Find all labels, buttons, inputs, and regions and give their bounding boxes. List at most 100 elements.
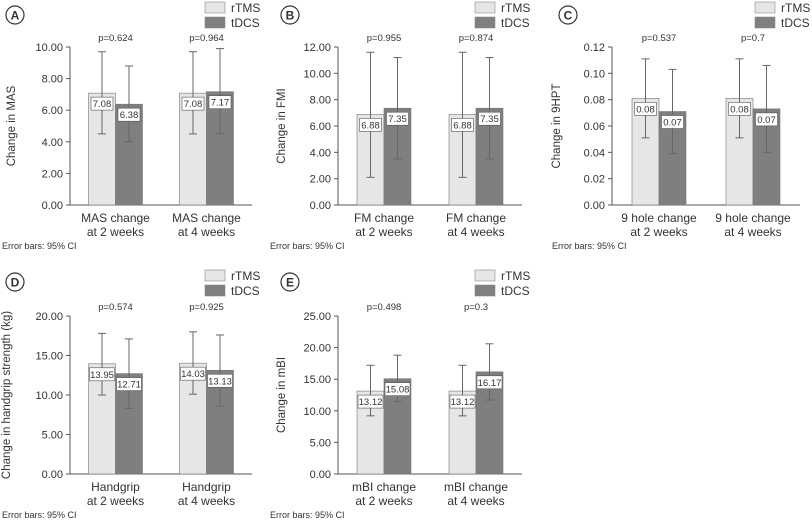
x-category-label: mBI change	[352, 480, 416, 494]
data-label-tdcs-2: 0.07	[757, 115, 776, 126]
y-tick-label: 0.00	[310, 469, 331, 481]
y-tick-label: 8.00	[310, 95, 331, 107]
data-label-box	[451, 118, 474, 132]
x-category-label: at 4 weeks	[447, 494, 504, 508]
y-tick-label: 10.00	[35, 42, 63, 54]
y-tick-label: 0.08	[584, 95, 605, 107]
y-tick-label: 8.00	[42, 74, 63, 86]
data-label-tdcs-2: 13.13	[208, 376, 232, 387]
p-value-2: p=0.3	[464, 302, 488, 313]
x-category-label: MAS change	[172, 211, 241, 225]
data-label-tdcs-1: 6.38	[120, 110, 139, 121]
data-label-box	[359, 118, 382, 132]
y-tick-label: 15.00	[303, 374, 331, 386]
data-label-box	[384, 382, 411, 396]
legend-swatch-rtms	[474, 1, 496, 14]
y-tick-label: 0.00	[42, 200, 63, 212]
data-label-tdcs-2: 7.35	[480, 114, 499, 125]
legend-label-tdcs: tDCS	[501, 16, 530, 30]
y-tick-label: 15.00	[35, 351, 63, 363]
legend-label-tdcs: tDCS	[781, 16, 810, 30]
y-tick-label: 0.00	[310, 200, 331, 212]
y-tick-label: 4.00	[42, 137, 63, 149]
panel-badge-circle	[280, 272, 300, 292]
x-category-label: at 4 weeks	[178, 494, 235, 508]
y-tick-label: 6.00	[310, 121, 331, 133]
data-label-rtms-1: 13.95	[90, 370, 114, 381]
panel-label: B	[286, 9, 295, 23]
data-label-box	[116, 377, 142, 391]
panel-badge-circle	[558, 5, 578, 25]
x-category-label: at 4 weeks	[178, 225, 235, 239]
y-tick-label: 0.02	[584, 174, 605, 186]
y-axis-title: Change in MAS	[6, 85, 18, 166]
data-label-box	[449, 394, 476, 409]
data-label-rtms-2: 7.08	[184, 99, 203, 110]
y-tick-label: 2.00	[42, 168, 63, 180]
y-axis-title: Change in FMI	[276, 88, 288, 163]
data-label-box	[357, 394, 384, 409]
panel-label: E	[286, 276, 294, 290]
panel-label: C	[564, 9, 573, 23]
data-label-tdcs-1: 7.35	[388, 114, 407, 125]
legend-swatch-tdcs	[204, 16, 226, 29]
y-tick-label: 5.00	[310, 437, 331, 449]
data-label-box	[728, 102, 751, 116]
y-tick-label: 12.00	[303, 42, 331, 54]
p-value-1: p=0.498	[367, 302, 402, 313]
y-tick-label: 0.06	[584, 121, 605, 133]
error-bar-note: Error bars: 95% CI	[2, 510, 77, 520]
legend-swatch-rtms	[474, 269, 496, 282]
legend-swatch-rtms	[204, 1, 226, 14]
data-label-rtms-1: 6.88	[361, 120, 380, 131]
x-category-label: 9 hole change	[715, 211, 791, 225]
y-tick-label: 10.00	[35, 390, 63, 402]
x-category-label: at 4 weeks	[447, 225, 504, 239]
x-category-label: FM change	[354, 211, 414, 225]
data-label-tdcs-2: 16.17	[478, 378, 502, 389]
x-category-label: 9 hole change	[621, 211, 697, 225]
y-tick-label: 0.12	[584, 42, 605, 54]
data-label-rtms-1: 7.08	[93, 99, 112, 110]
legend-swatch-rtms	[204, 269, 226, 282]
data-label-rtms-2: 6.88	[453, 120, 472, 131]
data-label-box	[117, 107, 141, 122]
y-tick-label: 4.00	[310, 147, 331, 159]
x-category-label: at 2 weeks	[87, 494, 144, 508]
y-tick-label: 20.00	[303, 343, 331, 355]
p-value-2: p=0.925	[189, 302, 224, 313]
legend-label-rtms: rTMS	[231, 269, 260, 283]
error-bar-note: Error bars: 95% CI	[552, 241, 627, 251]
y-tick-label: 10.00	[303, 68, 331, 80]
data-label-box	[89, 367, 115, 382]
p-value-1: p=0.624	[98, 33, 133, 44]
legend-label-tdcs: tDCS	[231, 284, 260, 298]
x-category-label: at 2 weeks	[355, 494, 412, 508]
data-label-rtms-2: 0.08	[730, 104, 749, 115]
data-label-box	[478, 111, 501, 126]
x-category-label: mBI change	[444, 480, 508, 494]
p-value-2: p=0.964	[189, 33, 224, 44]
error-bar-note: Error bars: 95% CI	[2, 241, 77, 251]
legend-swatch-tdcs	[204, 284, 226, 297]
x-category-label: Handgrip	[182, 480, 231, 494]
data-label-rtms-2: 13.12	[451, 397, 475, 408]
y-axis-title: Change in 9HPT	[551, 83, 563, 168]
y-tick-label: 5.00	[42, 430, 63, 442]
x-category-label: at 2 weeks	[630, 225, 687, 239]
legend-label-rtms: rTMS	[781, 1, 810, 15]
legend-label-tdcs: tDCS	[231, 16, 260, 30]
panel-label: A	[11, 9, 20, 23]
y-tick-label: 0.10	[584, 68, 605, 80]
data-label-box	[208, 95, 232, 110]
panel-badge-circle	[5, 272, 25, 292]
data-label-box	[207, 373, 233, 388]
y-tick-label: 20.00	[35, 311, 63, 323]
legend-swatch-tdcs	[474, 284, 496, 297]
y-tick-label: 10.00	[303, 406, 331, 418]
data-label-box	[476, 375, 503, 390]
panel-label: D	[11, 276, 20, 290]
